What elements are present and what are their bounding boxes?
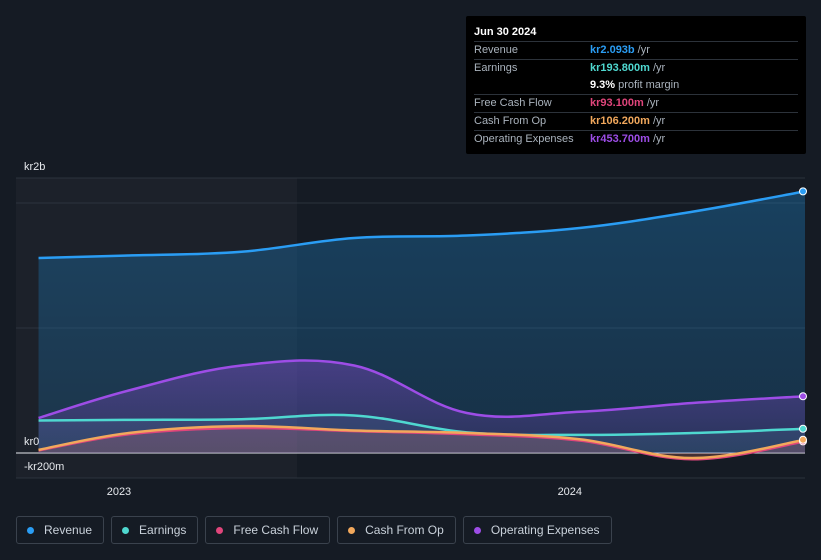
tooltip-unit: /yr bbox=[652, 62, 666, 74]
legend-item-earnings[interactable]: Earnings bbox=[111, 516, 199, 544]
tooltip-row: 9.3% profit margin bbox=[474, 77, 798, 94]
tooltip-row: Cash From Op kr106.200m/yr bbox=[474, 112, 798, 130]
line-earnings bbox=[38, 413, 806, 437]
legend-label: Free Cash Flow bbox=[233, 523, 319, 537]
point-operating-expenses bbox=[799, 392, 807, 401]
legend-dot-icon bbox=[122, 526, 130, 534]
legend-item-operating-expenses[interactable]: Operating Expenses bbox=[462, 516, 612, 544]
tooltip-value: kr193.800m bbox=[590, 62, 650, 74]
tooltip-label: Operating Expenses bbox=[474, 133, 574, 145]
y-tick-label: kr0 bbox=[24, 436, 39, 448]
tooltip-unit: profit margin bbox=[618, 79, 680, 91]
tooltip-unit: /yr bbox=[652, 133, 666, 145]
legend-dot-icon bbox=[27, 526, 34, 534]
line-revenue bbox=[38, 190, 806, 260]
data-tooltip: Jun 30 2024 Revenue kr2.093b/yr Earnings kr… bbox=[466, 16, 806, 154]
tooltip-unit: /yr bbox=[637, 44, 650, 56]
tooltip-label: Cash From Op bbox=[474, 115, 547, 127]
tooltip-row: Operating Expenses kr453.700m/yr bbox=[474, 130, 798, 148]
tooltip-row: Revenue kr2.093b/yr bbox=[474, 41, 798, 59]
tooltip-value: kr2.093b bbox=[590, 44, 635, 56]
point-earnings bbox=[799, 424, 807, 433]
tooltip-value: kr93.100m bbox=[590, 97, 644, 109]
tooltip-label: Free Cash Flow bbox=[474, 97, 552, 109]
tooltip-row: Earnings kr193.800m/yr bbox=[474, 59, 798, 77]
point-revenue bbox=[799, 187, 807, 196]
tooltip-unit: /yr bbox=[652, 115, 666, 127]
legend-item-cash-from-op[interactable]: Cash From Op bbox=[337, 516, 456, 544]
tooltip-value: kr453.700m bbox=[590, 133, 650, 145]
legend-dot-icon bbox=[473, 526, 481, 534]
line-operating-expenses bbox=[38, 359, 806, 420]
tooltip-row: Free Cash Flow kr93.100m/yr bbox=[474, 94, 798, 112]
tooltip-label: Revenue bbox=[474, 44, 519, 56]
legend-label: Cash From Op bbox=[365, 523, 444, 537]
legend-dot-icon bbox=[216, 526, 224, 534]
chart-area: kr2b kr0 -kr200m 2023 2024 bbox=[16, 161, 807, 498]
legend-item-revenue[interactable]: Revenue bbox=[16, 516, 105, 544]
y-tick-label: -kr200m bbox=[24, 461, 64, 473]
tooltip-unit: /yr bbox=[646, 97, 660, 109]
tooltip-label: Earnings bbox=[474, 62, 518, 74]
legend-label: Earnings bbox=[139, 523, 187, 537]
legend-label: Revenue bbox=[44, 523, 93, 537]
area-operating-expenses bbox=[38, 360, 806, 453]
x-tick-label: 2024 bbox=[558, 486, 582, 498]
tooltip-value: 9.3% bbox=[590, 79, 616, 91]
tooltip-value: kr106.200m bbox=[590, 115, 650, 127]
legend: Revenue Earnings Free Cash Flow Cash From O… bbox=[16, 516, 612, 544]
legend-item-free-cash-flow[interactable]: Free Cash Flow bbox=[205, 516, 331, 544]
line-cash-from-op bbox=[38, 424, 806, 460]
point-cash-from-op bbox=[799, 435, 807, 444]
x-tick-label: 2023 bbox=[107, 486, 131, 498]
legend-label: Operating Expenses bbox=[490, 523, 600, 537]
tooltip-date: Jun 30 2024 bbox=[474, 26, 537, 38]
legend-dot-icon bbox=[348, 526, 356, 534]
y-tick-label: kr2b bbox=[24, 161, 45, 173]
